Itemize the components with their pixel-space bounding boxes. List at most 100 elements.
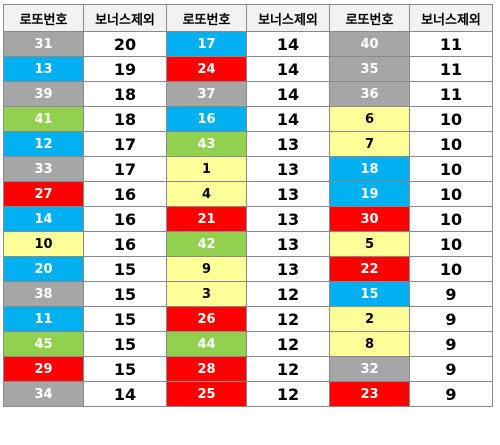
frequency-count-cell: 9 [409,356,493,382]
header-row: 로또번호 보너스제외 로또번호 보너스제외 로또번호 보너스제외 [3,4,493,32]
lotto-number-cell: 45 [3,331,84,357]
lotto-number-cell: 18 [329,156,410,182]
table-row: 10 16 42 13 5 10 [3,231,493,257]
lotto-number-cell: 25 [166,381,247,407]
lotto-number-cell: 12 [3,131,84,157]
frequency-count-cell: 15 [83,306,167,332]
lotto-number-cell: 22 [329,256,410,282]
lotto-number-cell: 17 [166,31,247,57]
lotto-number-cell: 2 [329,306,410,332]
frequency-count-cell: 10 [409,181,493,207]
table-row: 31 20 17 14 40 11 [3,31,493,57]
lotto-number-cell: 15 [329,281,410,307]
table-row: 20 15 9 13 22 10 [3,256,493,282]
lotto-number-cell: 14 [3,206,84,232]
lotto-number-cell: 28 [166,356,247,382]
table-row: 41 18 16 14 6 10 [3,106,493,132]
frequency-count-cell: 10 [409,206,493,232]
frequency-count-cell: 13 [246,206,330,232]
frequency-count-cell: 12 [246,331,330,357]
lotto-number-cell: 37 [166,81,247,107]
frequency-count-cell: 15 [83,256,167,282]
lotto-number-cell: 40 [329,31,410,57]
frequency-count-cell: 12 [246,356,330,382]
lotto-number-cell: 24 [166,56,247,82]
frequency-count-cell: 13 [246,131,330,157]
frequency-count-cell: 11 [409,56,493,82]
frequency-count-cell: 9 [409,281,493,307]
frequency-count-cell: 9 [409,306,493,332]
table-row: 39 18 37 14 36 11 [3,81,493,107]
lotto-number-cell: 20 [3,256,84,282]
frequency-count-cell: 10 [409,231,493,257]
frequency-count-cell: 15 [83,356,167,382]
table-row: 12 17 43 13 7 10 [3,131,493,157]
lotto-number-cell: 3 [166,281,247,307]
table-row: 29 15 28 12 32 9 [3,356,493,382]
frequency-count-cell: 14 [246,106,330,132]
frequency-count-cell: 9 [409,381,493,407]
lotto-number-cell: 34 [3,381,84,407]
table-row: 34 14 25 12 23 9 [3,381,493,407]
lotto-number-cell: 43 [166,131,247,157]
frequency-count-cell: 16 [83,231,167,257]
header-count-excluding-bonus: 보너스제외 [246,4,330,32]
frequency-count-cell: 13 [246,256,330,282]
frequency-count-cell: 11 [409,81,493,107]
lotto-frequency-table-container: 로또번호 보너스제외 로또번호 보너스제외 로또번호 보너스제외 31 20 17 1… [3,4,493,407]
lotto-number-cell: 21 [166,206,247,232]
lotto-number-cell: 26 [166,306,247,332]
lotto-number-cell: 35 [329,56,410,82]
frequency-count-cell: 17 [83,156,167,182]
table-body: 31 20 17 14 40 11 13 19 24 14 35 11 39 18 37 14 36 11 41 18… [3,31,493,407]
header-lotto-number: 로또번호 [3,4,84,32]
frequency-count-cell: 13 [246,231,330,257]
lotto-number-cell: 44 [166,331,247,357]
frequency-count-cell: 10 [409,256,493,282]
frequency-count-cell: 9 [409,331,493,357]
frequency-count-cell: 14 [246,81,330,107]
table-row: 13 19 24 14 35 11 [3,56,493,82]
lotto-number-cell: 30 [329,206,410,232]
table-row: 38 15 3 12 15 9 [3,281,493,307]
table-row: 45 15 44 12 8 9 [3,331,493,357]
frequency-count-cell: 10 [409,156,493,182]
lotto-number-cell: 16 [166,106,247,132]
frequency-count-cell: 15 [83,331,167,357]
frequency-count-cell: 10 [409,131,493,157]
frequency-count-cell: 12 [246,281,330,307]
lotto-number-cell: 23 [329,381,410,407]
lotto-number-cell: 10 [3,231,84,257]
table-row: 33 17 1 13 18 10 [3,156,493,182]
lotto-number-cell: 13 [3,56,84,82]
lotto-number-cell: 4 [166,181,247,207]
lotto-number-cell: 32 [329,356,410,382]
frequency-count-cell: 12 [246,381,330,407]
frequency-count-cell: 15 [83,281,167,307]
frequency-count-cell: 18 [83,81,167,107]
frequency-count-cell: 18 [83,106,167,132]
frequency-count-cell: 13 [246,181,330,207]
frequency-count-cell: 10 [409,106,493,132]
lotto-number-cell: 29 [3,356,84,382]
header-lotto-number: 로또번호 [166,4,247,32]
lotto-number-cell: 8 [329,331,410,357]
frequency-count-cell: 13 [246,156,330,182]
frequency-count-cell: 16 [83,206,167,232]
header-count-excluding-bonus: 보너스제외 [409,4,493,32]
lotto-number-cell: 36 [329,81,410,107]
lotto-number-cell: 33 [3,156,84,182]
table-row: 14 16 21 13 30 10 [3,206,493,232]
header-lotto-number: 로또번호 [329,4,410,32]
table-row: 27 16 4 13 19 10 [3,181,493,207]
frequency-count-cell: 17 [83,131,167,157]
lotto-number-cell: 11 [3,306,84,332]
lotto-number-cell: 9 [166,256,247,282]
table-row: 11 15 26 12 2 9 [3,306,493,332]
frequency-count-cell: 19 [83,56,167,82]
frequency-count-cell: 14 [83,381,167,407]
lotto-number-cell: 38 [3,281,84,307]
frequency-count-cell: 14 [246,56,330,82]
header-count-excluding-bonus: 보너스제외 [83,4,167,32]
frequency-count-cell: 12 [246,306,330,332]
